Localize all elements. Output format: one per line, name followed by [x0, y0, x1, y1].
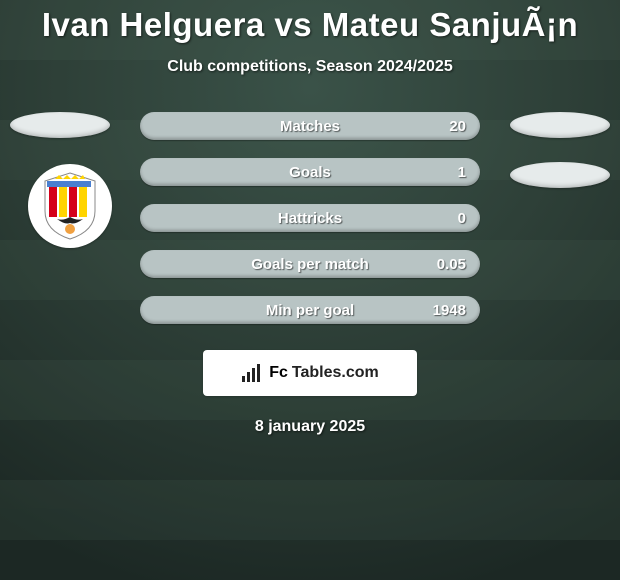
date-text: 8 january 2025	[0, 418, 620, 436]
stat-label: Goals per match	[251, 256, 369, 273]
brand-suffix: Tables.com	[292, 364, 379, 382]
stat-value: 1948	[433, 302, 466, 319]
player-oval-right-2	[510, 162, 610, 188]
chart-icon	[241, 364, 263, 382]
stat-label: Matches	[280, 118, 340, 135]
brand-box: FcTables.com	[203, 350, 417, 396]
brand-prefix: Fc	[269, 364, 288, 382]
stat-label: Min per goal	[266, 302, 354, 319]
stat-value: 1	[458, 164, 466, 181]
stat-row: Matches 20	[140, 112, 480, 140]
stat-value: 20	[449, 118, 466, 135]
page-title: Ivan Helguera vs Mateu SanjuÃ¡n	[0, 6, 620, 44]
stat-row: Goals per match 0.05	[140, 250, 480, 278]
valencia-crest-icon	[35, 171, 105, 241]
club-badge	[28, 164, 112, 248]
player-oval-right-1	[510, 112, 610, 138]
stat-row: Hattricks 0	[140, 204, 480, 232]
stat-rows: Matches 20 Goals 1 Hattricks 0 Goals per match…	[140, 112, 480, 324]
stat-label: Goals	[289, 164, 331, 181]
stat-label: Hattricks	[278, 210, 342, 227]
player-oval-left	[10, 112, 110, 138]
stat-value: 0	[458, 210, 466, 227]
stat-row: Goals 1	[140, 158, 480, 186]
page-subtitle: Club competitions, Season 2024/2025	[0, 58, 620, 76]
stats-section: Matches 20 Goals 1 Hattricks 0 Goals per match…	[0, 112, 620, 324]
stat-row: Min per goal 1948	[140, 296, 480, 324]
stat-value: 0.05	[437, 256, 466, 273]
